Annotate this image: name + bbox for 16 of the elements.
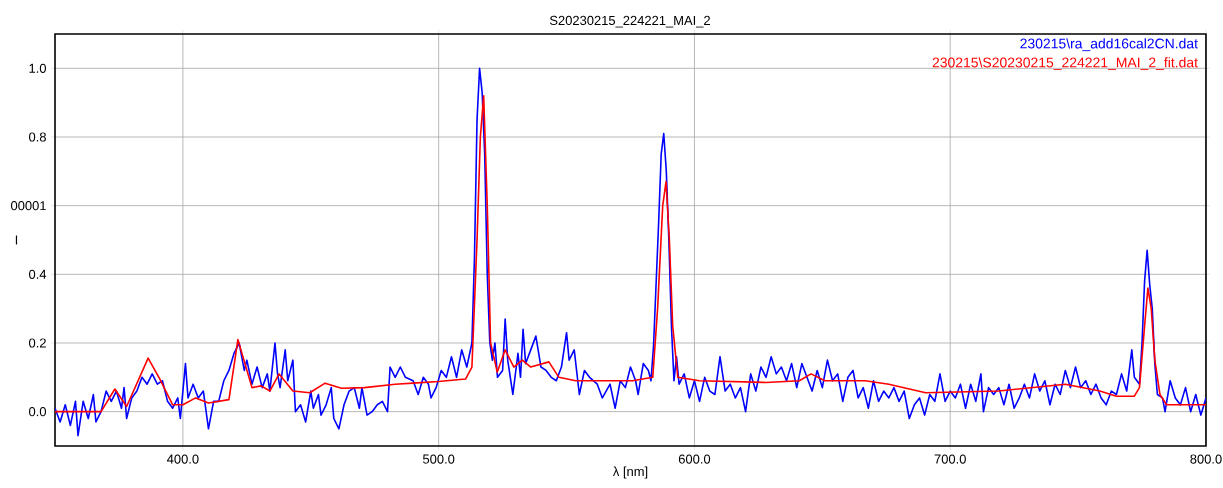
text: 230215\S20230215_224221_MAI_2_fit.dat: [932, 57, 1198, 71]
x-tick-label: 700.0: [934, 454, 966, 464]
y-tick-label: 0.0: [29, 407, 47, 417]
y-tick-label: 00001: [10, 201, 46, 211]
y-tick-label: 0.4: [29, 269, 47, 279]
y-axis-title: I: [15, 235, 18, 245]
x-tick-label: 400.0: [166, 454, 199, 464]
x-tick-label: 600.0: [678, 454, 711, 464]
y-tick-label: 0.2: [29, 338, 46, 348]
text: 230215\ra_add16cal2CN.dat: [1020, 38, 1198, 52]
x-axis-title: λ [nm]: [612, 466, 648, 479]
y-tick-label: 1.0: [29, 63, 47, 73]
x-tick-label: 800.0: [1190, 454, 1222, 464]
y-tick-label: 0.8: [29, 132, 46, 142]
x-tick-label: 500.0: [422, 454, 455, 464]
chart-title: S20230215_224221_MAI_2: [549, 15, 710, 28]
